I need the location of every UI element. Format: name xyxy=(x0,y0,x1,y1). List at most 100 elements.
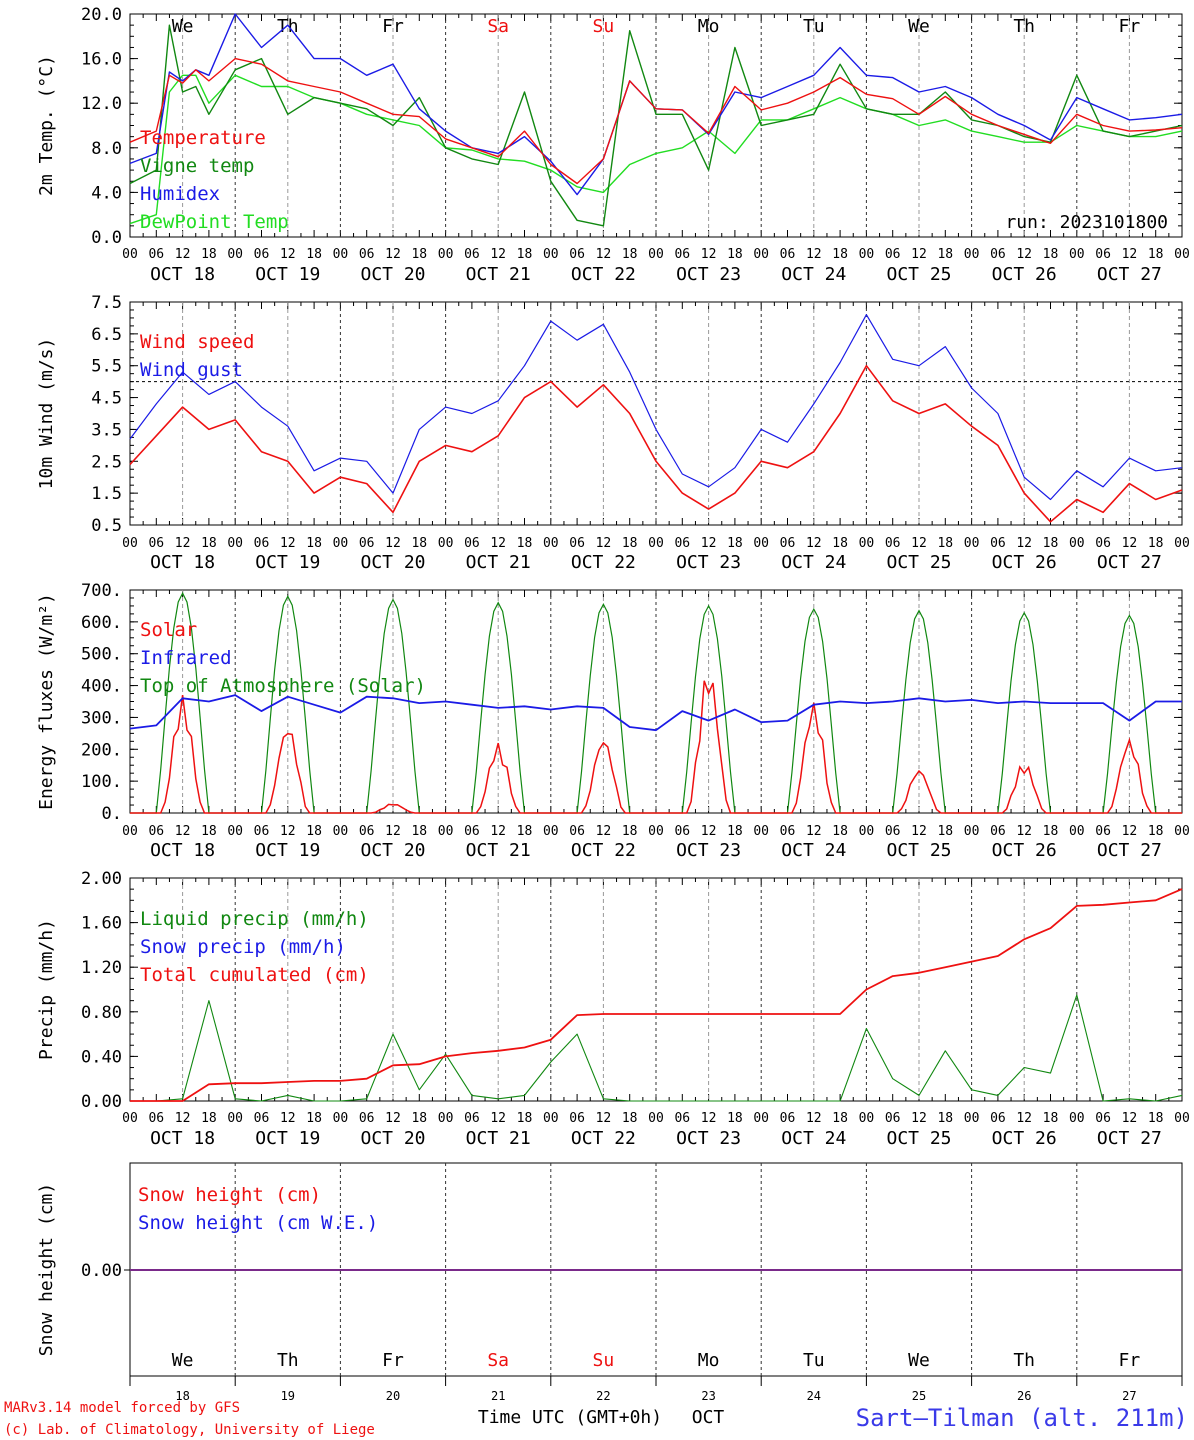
x-tick-label: 06 xyxy=(359,247,375,262)
weekday-label: We xyxy=(172,16,194,37)
x-tick-label: 06 xyxy=(674,247,690,262)
x-tick-label: 12 xyxy=(1122,247,1138,262)
x-tick-label: 06 xyxy=(1095,536,1111,551)
x-tick-label: 06 xyxy=(885,1111,901,1126)
y-tick-label: 5.5 xyxy=(91,357,122,377)
x-tick-label: 06 xyxy=(1095,1111,1111,1126)
x-tick-label: 00 xyxy=(859,247,875,262)
x-day-label: OCT 21 xyxy=(466,264,531,285)
x-tick-label: 18 xyxy=(727,1111,743,1126)
x-day-label: OCT 26 xyxy=(992,264,1057,285)
x-tick-label: 00 xyxy=(1174,247,1190,262)
run-annotation: run: 2023101800 xyxy=(1005,212,1168,233)
x-tick-label: 12 xyxy=(1016,1111,1032,1126)
date-label: 18 xyxy=(175,1389,189,1403)
y-tick-label: 0.00 xyxy=(81,1092,122,1112)
x-tick-label: 18 xyxy=(727,536,743,551)
x-tick-label: 06 xyxy=(569,1111,585,1126)
x-tick-label: 06 xyxy=(780,1111,796,1126)
x-day-label: OCT 18 xyxy=(150,552,215,573)
y-axis-label: Precip (mm/h) xyxy=(36,919,57,1060)
x-tick-label: 06 xyxy=(254,247,270,262)
x-tick-label: 12 xyxy=(385,824,401,839)
weekday-label: We xyxy=(908,1350,930,1371)
x-day-label: OCT 27 xyxy=(1097,264,1162,285)
date-label: 21 xyxy=(491,1389,505,1403)
x-day-label: OCT 19 xyxy=(255,264,320,285)
x-day-label: OCT 22 xyxy=(571,552,636,573)
x-tick-label: 00 xyxy=(964,247,980,262)
x-tick-label: 06 xyxy=(674,824,690,839)
legend-entry: Solar xyxy=(140,619,197,641)
x-tick-label: 12 xyxy=(490,1111,506,1126)
weekday-label: Su xyxy=(593,1350,615,1371)
x-tick-label: 00 xyxy=(964,1111,980,1126)
legend-entry: Temperature xyxy=(140,127,266,149)
x-tick-label: 00 xyxy=(227,247,243,262)
x-day-label: OCT 21 xyxy=(466,840,531,861)
x-tick-label: 18 xyxy=(411,1111,427,1126)
x-tick-label: 18 xyxy=(937,247,953,262)
x-tick-label: 00 xyxy=(227,1111,243,1126)
weekday-label: We xyxy=(908,16,930,37)
date-label: 24 xyxy=(807,1389,821,1403)
x-day-label: OCT 20 xyxy=(360,1128,425,1149)
x-tick-label: 18 xyxy=(937,1111,953,1126)
x-day-label: OCT 26 xyxy=(992,840,1057,861)
x-tick-label: 06 xyxy=(1095,824,1111,839)
x-tick-label: 00 xyxy=(859,824,875,839)
y-axis-label: 10m Wind (m/s) xyxy=(36,338,57,490)
x-tick-label: 00 xyxy=(964,536,980,551)
x-tick-label: 06 xyxy=(674,536,690,551)
x-day-label: OCT 22 xyxy=(571,840,636,861)
y-tick-label: 4.0 xyxy=(91,183,122,203)
x-day-label: OCT 25 xyxy=(886,1128,951,1149)
y-tick-label: 1.5 xyxy=(91,484,122,504)
y-tick-label: 6.5 xyxy=(91,325,122,345)
y-tick-label: 1.20 xyxy=(81,958,122,978)
y-tick-label: 1.60 xyxy=(81,914,122,934)
legend-entry: Humidex xyxy=(140,183,220,205)
y-tick-label: 12.0 xyxy=(81,94,122,114)
x-tick-label: 06 xyxy=(359,1111,375,1126)
x-day-label: OCT 19 xyxy=(255,552,320,573)
legend-entry: Wind speed xyxy=(140,331,254,353)
x-tick-label: 00 xyxy=(438,824,454,839)
weekday-label: We xyxy=(172,1350,194,1371)
x-tick-label: 12 xyxy=(596,1111,612,1126)
x-tick-label: 18 xyxy=(1043,824,1059,839)
x-tick-label: 12 xyxy=(911,536,927,551)
weekday-label: Fr xyxy=(382,1350,404,1371)
x-tick-label: 18 xyxy=(727,247,743,262)
x-tick-label: 06 xyxy=(990,247,1006,262)
x-tick-label: 00 xyxy=(753,536,769,551)
x-tick-label: 06 xyxy=(359,824,375,839)
y-tick-label: 500. xyxy=(81,645,122,665)
x-tick-label: 18 xyxy=(517,824,533,839)
x-tick-label: 12 xyxy=(911,824,927,839)
x-tick-label: 06 xyxy=(464,824,480,839)
x-tick-label: 00 xyxy=(648,536,664,551)
x-tick-label: 18 xyxy=(622,536,638,551)
x-day-label: OCT 24 xyxy=(781,840,846,861)
x-tick-label: 18 xyxy=(832,1111,848,1126)
x-tick-label: 06 xyxy=(885,247,901,262)
date-label: 26 xyxy=(1017,1389,1031,1403)
x-tick-label: 06 xyxy=(464,536,480,551)
legend-entry: Infrared xyxy=(140,647,232,669)
x-tick-label: 18 xyxy=(1148,247,1164,262)
x-tick-label: 12 xyxy=(490,824,506,839)
x-tick-label: 00 xyxy=(648,824,664,839)
y-tick-label: 0. xyxy=(102,804,122,824)
series-line-0 xyxy=(129,57,1183,185)
series-line-gust xyxy=(129,314,1183,501)
series-line-speed xyxy=(129,364,1183,523)
x-tick-label: 18 xyxy=(1043,1111,1059,1126)
x-tick-label: 06 xyxy=(148,247,164,262)
x-tick-label: 12 xyxy=(1016,247,1032,262)
series-line-liquid xyxy=(130,994,1183,1102)
x-tick-label: 00 xyxy=(859,536,875,551)
weekday-label: Sa xyxy=(487,16,509,37)
x-tick-label: 06 xyxy=(464,1111,480,1126)
x-day-label: OCT 23 xyxy=(676,1128,741,1149)
